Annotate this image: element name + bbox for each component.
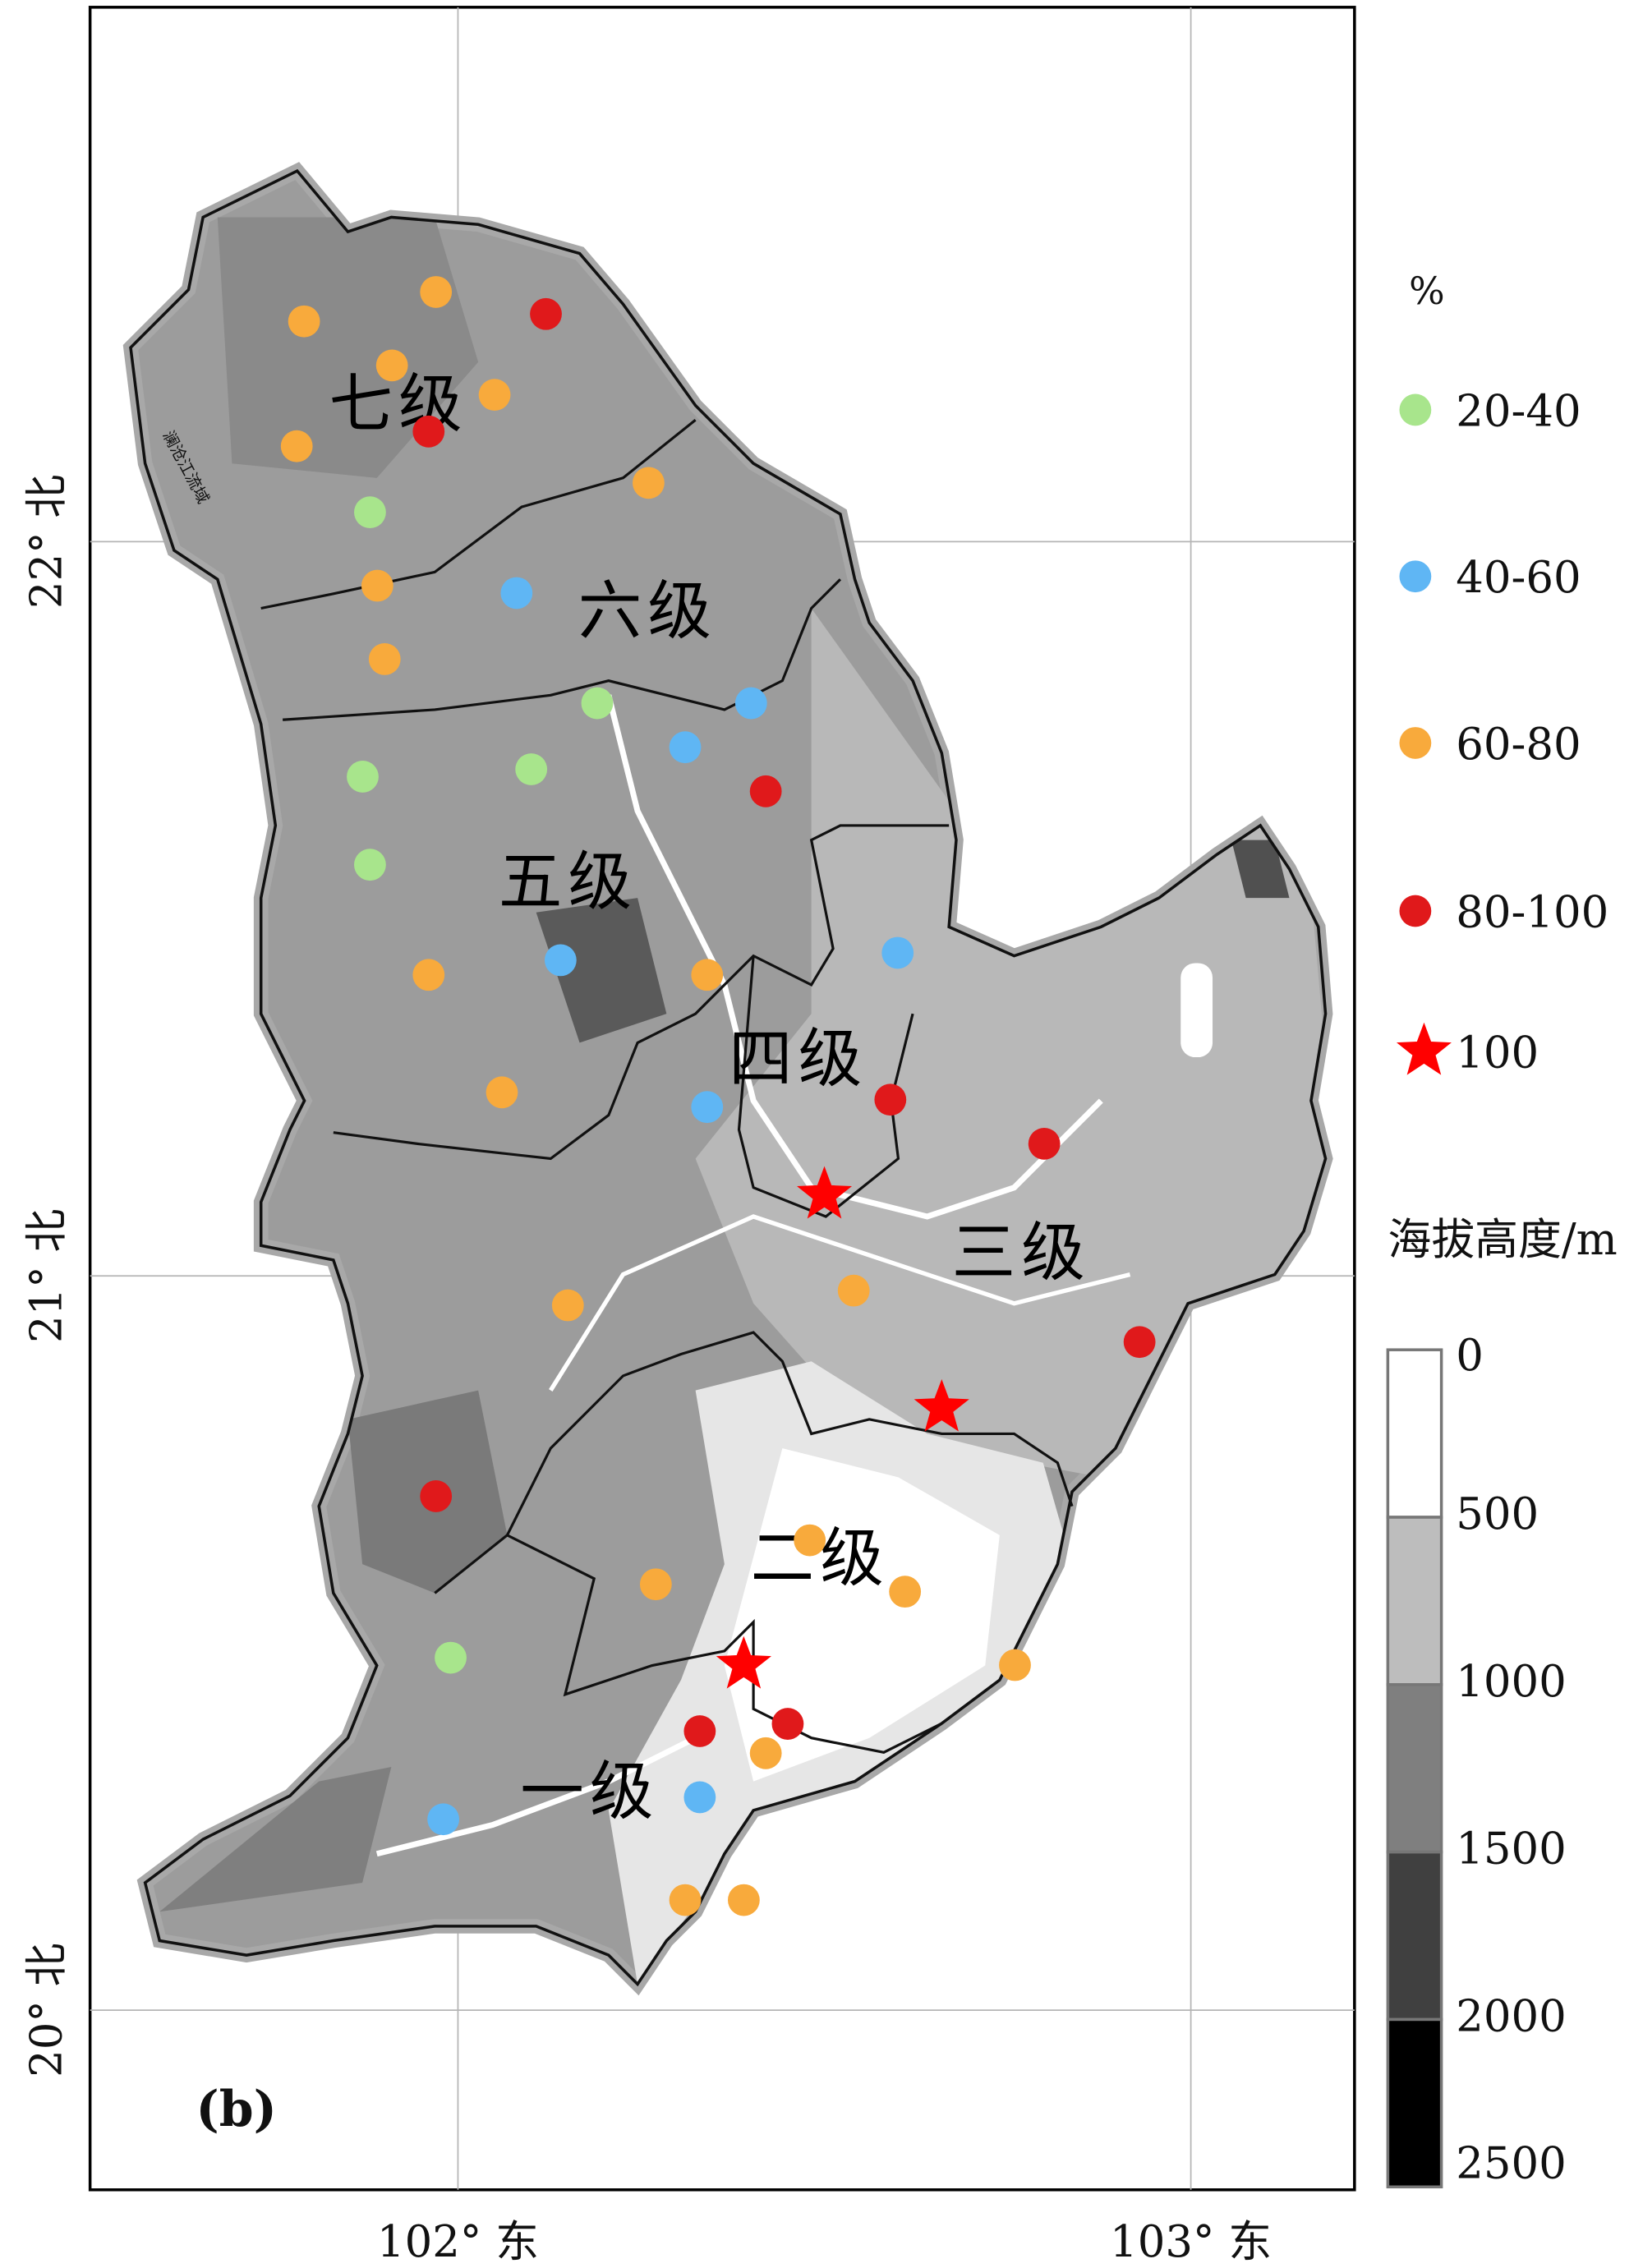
station-marker-c40: [683, 1781, 716, 1814]
legend-elevation: 海拔高度/m 0 500 1000 1500 2000 2500: [1386, 1215, 1618, 2189]
region-label: 五级: [499, 845, 637, 919]
x-tick-102: 102° 东: [377, 2217, 539, 2267]
legend-item-label: 80-100: [1456, 887, 1608, 937]
station-marker-c80: [749, 775, 782, 807]
station-marker-c80: [530, 297, 562, 330]
station-marker-c20: [354, 496, 386, 529]
station-marker-c60: [639, 1568, 672, 1601]
y-tick-22: 22° 北: [21, 475, 71, 609]
station-marker-c20: [435, 1641, 467, 1674]
legend-percent: % 20-40 40-60 60-80 80-100 100: [1396, 269, 1608, 1078]
station-marker-c80: [874, 1083, 907, 1116]
station-marker-c60: [691, 959, 724, 991]
colorbar-break-label: 500: [1456, 1489, 1539, 1539]
station-marker-c20: [347, 761, 379, 793]
legend-percent-title: %: [1409, 269, 1445, 313]
station-marker-c40: [427, 1803, 460, 1836]
legend-item-label: 100: [1456, 1028, 1539, 1078]
station-marker-c60: [368, 643, 401, 675]
colorbar-break-label: 1500: [1456, 1824, 1567, 1875]
legend-item-label: 40-60: [1456, 553, 1581, 603]
colorbar-segment: [1386, 2017, 1443, 2189]
station-marker-c60: [999, 1649, 1031, 1681]
region-label: 六级: [578, 574, 717, 648]
legend-star-icon: [1396, 1022, 1452, 1075]
legend-item-label: 20-40: [1456, 386, 1581, 436]
colorbar-break-label: 2500: [1456, 2139, 1567, 2189]
station-marker-c60: [727, 1884, 760, 1916]
station-marker-c60: [412, 959, 445, 991]
station-star-marker: [716, 1635, 771, 1689]
station-marker-c60: [633, 467, 665, 499]
region-label: 一级: [520, 1755, 659, 1829]
station-marker-c80: [1028, 1127, 1061, 1160]
colorbar-segment: [1386, 1348, 1443, 1519]
station-marker-c40: [669, 731, 702, 764]
panel-label: (b): [196, 2081, 277, 2138]
station-marker-c60: [361, 569, 393, 602]
station-marker-c20: [581, 687, 614, 720]
station-marker-c80: [771, 1708, 804, 1740]
legend-dot-icon: [1399, 560, 1432, 593]
station-marker-c60: [837, 1274, 870, 1307]
station-marker-c60: [486, 1076, 518, 1109]
station-marker-c60: [749, 1737, 782, 1769]
colorbar-break-label: 0: [1456, 1331, 1484, 1381]
station-marker-c80: [420, 1480, 453, 1512]
colorbar-break-label: 1000: [1456, 1657, 1567, 1707]
region-label: 三级: [952, 1217, 1091, 1290]
station-marker-c60: [889, 1576, 922, 1608]
station-marker-c40: [691, 1091, 724, 1124]
station-marker-c60: [794, 1524, 826, 1557]
station-marker-c60: [478, 379, 511, 412]
station-marker-c40: [544, 944, 577, 977]
station-marker-c80: [683, 1715, 716, 1747]
legend-dot-icon: [1399, 393, 1432, 426]
station-marker-c60: [375, 349, 408, 382]
station-marker-c60: [551, 1289, 584, 1322]
station-marker-c20: [515, 753, 548, 785]
station-marker-c20: [354, 849, 386, 881]
legend-dot-icon: [1399, 895, 1432, 927]
x-tick-103: 103° 东: [1110, 2217, 1272, 2267]
y-tick-20: 20° 北: [21, 1943, 71, 2077]
colorbar-segment: [1386, 1516, 1443, 1686]
station-marker-c40: [734, 687, 767, 720]
station-marker-c60: [420, 276, 453, 308]
y-tick-21: 21° 北: [21, 1209, 71, 1343]
station-star-marker: [797, 1166, 853, 1219]
station-marker-c60: [669, 1884, 702, 1916]
legend-item-label: 60-80: [1456, 720, 1581, 770]
colorbar-segment: [1386, 1683, 1443, 1854]
legend-dot-icon: [1399, 727, 1432, 759]
station-marker-c40: [881, 936, 914, 969]
station-star-marker: [914, 1378, 969, 1432]
station-markers: [280, 276, 1156, 1916]
station-marker-c60: [288, 305, 320, 338]
legend-elevation-title: 海拔高度/m: [1388, 1215, 1617, 1265]
station-marker-c80: [1123, 1326, 1156, 1359]
colorbar-break-label: 2000: [1456, 1992, 1567, 2042]
station-marker-c40: [500, 577, 533, 610]
station-marker-c80: [412, 415, 445, 448]
region-label: 四级: [729, 1022, 868, 1096]
colorbar-segment: [1386, 1850, 1443, 2022]
station-marker-c60: [280, 430, 313, 462]
